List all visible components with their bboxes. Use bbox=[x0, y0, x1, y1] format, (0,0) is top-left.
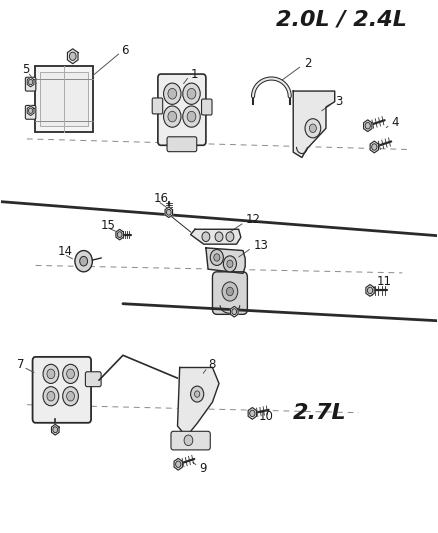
Polygon shape bbox=[27, 77, 34, 87]
Text: 8: 8 bbox=[208, 358, 215, 372]
Circle shape bbox=[75, 251, 92, 272]
Circle shape bbox=[43, 386, 59, 406]
Circle shape bbox=[250, 410, 255, 417]
Circle shape bbox=[214, 254, 220, 261]
Circle shape bbox=[226, 232, 234, 241]
Circle shape bbox=[183, 83, 200, 104]
FancyBboxPatch shape bbox=[201, 99, 212, 115]
Polygon shape bbox=[52, 424, 59, 435]
Text: 14: 14 bbox=[57, 245, 72, 258]
Circle shape bbox=[63, 386, 78, 406]
Circle shape bbox=[184, 435, 193, 446]
Circle shape bbox=[223, 256, 237, 272]
Circle shape bbox=[176, 461, 181, 467]
Polygon shape bbox=[364, 120, 372, 132]
Text: 1: 1 bbox=[191, 68, 198, 80]
Polygon shape bbox=[177, 368, 219, 437]
FancyBboxPatch shape bbox=[40, 72, 88, 126]
Circle shape bbox=[47, 369, 55, 378]
FancyBboxPatch shape bbox=[152, 98, 162, 114]
Circle shape bbox=[47, 391, 55, 401]
Circle shape bbox=[187, 111, 196, 122]
Circle shape bbox=[63, 365, 78, 383]
Circle shape bbox=[227, 260, 233, 268]
Circle shape bbox=[43, 365, 59, 383]
FancyBboxPatch shape bbox=[85, 372, 101, 386]
Circle shape bbox=[372, 144, 377, 150]
Circle shape bbox=[202, 232, 210, 241]
Circle shape bbox=[183, 106, 200, 127]
Text: 15: 15 bbox=[101, 219, 116, 231]
Circle shape bbox=[67, 391, 74, 401]
Polygon shape bbox=[191, 229, 241, 244]
Text: 11: 11 bbox=[376, 275, 391, 288]
Circle shape bbox=[28, 108, 33, 114]
Circle shape bbox=[194, 391, 200, 397]
Text: 2.0L / 2.4L: 2.0L / 2.4L bbox=[276, 9, 407, 29]
Polygon shape bbox=[206, 248, 245, 273]
Polygon shape bbox=[293, 91, 335, 158]
Polygon shape bbox=[67, 49, 78, 63]
Circle shape bbox=[28, 79, 33, 85]
Circle shape bbox=[305, 119, 321, 138]
Text: 2: 2 bbox=[304, 57, 312, 70]
Text: 7: 7 bbox=[17, 358, 25, 372]
Polygon shape bbox=[174, 458, 182, 470]
Circle shape bbox=[187, 88, 196, 99]
Text: 4: 4 bbox=[392, 117, 399, 130]
Circle shape bbox=[80, 256, 88, 266]
Circle shape bbox=[163, 83, 181, 104]
FancyBboxPatch shape bbox=[158, 74, 206, 146]
Polygon shape bbox=[370, 141, 378, 153]
FancyBboxPatch shape bbox=[171, 431, 210, 450]
Circle shape bbox=[367, 287, 373, 294]
Circle shape bbox=[166, 209, 171, 215]
FancyBboxPatch shape bbox=[167, 137, 197, 152]
FancyBboxPatch shape bbox=[25, 77, 36, 91]
Circle shape bbox=[67, 369, 74, 378]
Circle shape bbox=[69, 52, 76, 60]
FancyBboxPatch shape bbox=[32, 357, 91, 423]
Circle shape bbox=[222, 282, 238, 301]
Text: 2.7L: 2.7L bbox=[293, 403, 346, 423]
Circle shape bbox=[226, 287, 233, 296]
Circle shape bbox=[163, 106, 181, 127]
Text: 10: 10 bbox=[258, 410, 273, 423]
Text: 13: 13 bbox=[254, 239, 269, 252]
Polygon shape bbox=[248, 408, 257, 419]
Circle shape bbox=[117, 232, 122, 238]
Polygon shape bbox=[366, 285, 374, 296]
Text: 3: 3 bbox=[335, 95, 342, 108]
Text: 12: 12 bbox=[245, 213, 260, 226]
Polygon shape bbox=[116, 229, 124, 240]
FancyBboxPatch shape bbox=[35, 66, 93, 132]
Text: 16: 16 bbox=[153, 192, 169, 205]
Text: 5: 5 bbox=[21, 63, 29, 76]
Circle shape bbox=[309, 124, 316, 133]
Circle shape bbox=[365, 123, 371, 129]
FancyBboxPatch shape bbox=[25, 106, 36, 119]
Polygon shape bbox=[27, 106, 34, 116]
Circle shape bbox=[210, 249, 223, 265]
Circle shape bbox=[215, 232, 223, 241]
Text: 9: 9 bbox=[199, 462, 207, 475]
Circle shape bbox=[168, 88, 177, 99]
Circle shape bbox=[232, 309, 237, 314]
FancyBboxPatch shape bbox=[212, 272, 247, 314]
Polygon shape bbox=[230, 306, 238, 317]
Text: 6: 6 bbox=[121, 44, 128, 56]
Circle shape bbox=[191, 386, 204, 402]
Circle shape bbox=[168, 111, 177, 122]
Circle shape bbox=[53, 427, 58, 433]
Polygon shape bbox=[165, 207, 173, 217]
